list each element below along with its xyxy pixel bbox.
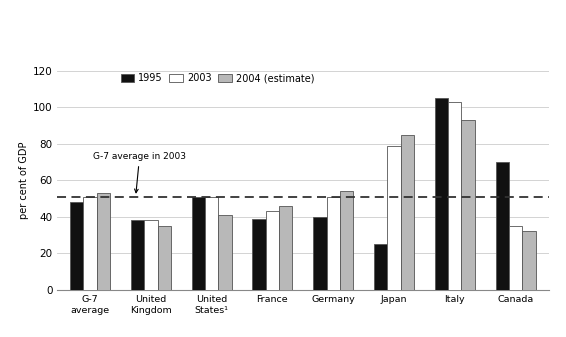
Bar: [252, 219, 265, 290]
Bar: [340, 191, 353, 290]
Bar: [313, 217, 327, 290]
Text: Total Government Net Financial Liabilities: Total Government Net Financial Liabiliti…: [10, 13, 324, 26]
Bar: [83, 197, 97, 290]
Bar: [374, 244, 387, 290]
Bar: [265, 211, 279, 290]
Bar: [144, 220, 157, 290]
Bar: [157, 226, 171, 290]
Bar: [401, 135, 414, 290]
Text: (National Accounts Basis): (National Accounts Basis): [10, 42, 143, 53]
Bar: [97, 193, 110, 290]
Bar: [509, 226, 522, 290]
Bar: [435, 98, 448, 290]
Bar: [327, 197, 340, 290]
Bar: [387, 146, 401, 290]
Bar: [218, 215, 231, 290]
Y-axis label: per cent of GDP: per cent of GDP: [19, 142, 28, 219]
Bar: [205, 197, 218, 290]
Bar: [131, 220, 144, 290]
Bar: [70, 202, 83, 290]
Bar: [279, 206, 293, 290]
Bar: [448, 102, 461, 290]
Bar: [461, 120, 475, 290]
Bar: [522, 232, 535, 290]
Bar: [495, 162, 509, 290]
Text: G-7 average in 2003: G-7 average in 2003: [93, 152, 186, 193]
Bar: [191, 197, 205, 290]
Legend: 1995, 2003, 2004 (estimate): 1995, 2003, 2004 (estimate): [121, 73, 314, 84]
